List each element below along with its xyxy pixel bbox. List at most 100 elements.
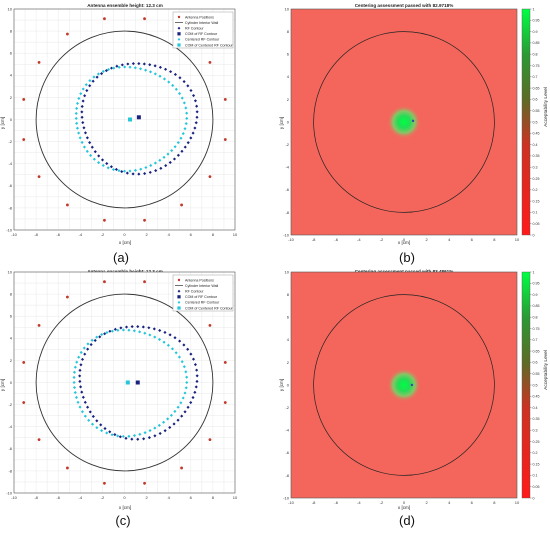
centered-contour-point <box>90 338 94 342</box>
rf-contour-point <box>108 430 112 434</box>
centered-contour-point <box>166 343 170 347</box>
y-tick-label: 10 <box>8 6 13 11</box>
x-tick-label: 4 <box>448 500 451 505</box>
x-tick-label: 8 <box>212 495 215 500</box>
colorbar-tick-label: 0.15 <box>533 462 540 466</box>
legend-antenna-swatch <box>177 278 181 282</box>
antenna-point <box>223 401 227 404</box>
y-tick-label: 6 <box>287 315 290 320</box>
colorbar-tick-label: 0.9 <box>533 293 538 297</box>
panel-a: Antenna ensemble height: 12.3 cm x [cm] … <box>0 3 238 265</box>
plot-frame <box>13 271 236 494</box>
panel-a-ylabel: y [cm] <box>0 117 5 129</box>
x-tick-label: 6 <box>471 237 474 242</box>
y-tick-label: 10 <box>285 269 290 274</box>
x-tick-label: -10 <box>11 495 18 500</box>
antenna-point <box>37 438 41 441</box>
colorbar-tick-label: 0.35 <box>533 417 540 421</box>
y-tick-label: 0 <box>10 380 13 385</box>
antenna-point <box>180 203 183 207</box>
antenna-point <box>66 32 69 36</box>
colorbar-tick-label: 0.15 <box>533 199 540 203</box>
legend-label: Antenna Positions <box>185 15 214 19</box>
x-tick-label: 8 <box>493 237 496 242</box>
x-tick-label: 10 <box>515 500 520 505</box>
y-tick-label: -8 <box>285 473 289 478</box>
centered-contour-point <box>97 161 101 165</box>
y-tick-label: -2 <box>285 142 289 147</box>
y-tick-label: 2 <box>287 360 290 365</box>
y-tick-label: -2 <box>8 402 12 407</box>
rf-contour-point <box>191 357 196 361</box>
centered-contour-point <box>179 401 183 405</box>
rf-contour-point <box>186 141 190 145</box>
panel-a-legend: Antenna Positions Cylinder Interior Wall R… <box>172 11 234 49</box>
rf-contour-point <box>82 126 86 130</box>
antenna-point <box>223 98 227 101</box>
y-tick-label: -8 <box>8 205 12 210</box>
rf-contour-point <box>158 431 162 436</box>
rf-contour-point <box>189 88 193 93</box>
colorbar-tick-label: 0.7 <box>533 75 538 79</box>
x-tick-label: 6 <box>471 500 474 505</box>
y-tick-label: 2 <box>287 97 290 102</box>
centered-contour-point <box>110 329 114 333</box>
colorbar-tick-label: 0.4 <box>533 143 538 147</box>
colorbar-tick-label: 0.2 <box>533 451 538 455</box>
antenna-point <box>143 218 146 222</box>
antenna-point <box>103 17 106 21</box>
rf-contour-point <box>88 84 92 88</box>
panel-b-colorbar-label: Acceptability Level <box>543 87 549 127</box>
panel-b-caption: (b) <box>399 250 415 265</box>
legend-antenna-swatch <box>177 15 181 19</box>
colorbar-tick-label: 0.3 <box>533 429 538 433</box>
x-tick-label: 10 <box>233 232 238 237</box>
centered-contour-point <box>158 158 162 162</box>
x-tick-label: -4 <box>357 500 361 505</box>
centered-contour-point <box>77 355 81 359</box>
x-tick-label: -6 <box>56 495 60 500</box>
rf-contour-point <box>172 422 176 426</box>
x-tick-label: -8 <box>34 232 38 237</box>
colorbar-tick-label: 0.4 <box>533 406 538 410</box>
rf-contour-point <box>153 64 157 68</box>
panel-c: Antenna ensemble height: 12.3 cm x [cm] … <box>0 269 238 528</box>
legend-rf-swatch <box>177 289 181 293</box>
panel-d-colorbar: 0 0.05 0.1 0.15 0.2 0.25 0.3 0.35 0.4 0.45 0.5 0.55… <box>521 270 540 500</box>
rf-contour-point <box>182 343 186 347</box>
centered-contour-point <box>176 141 180 145</box>
centered-contour-point <box>144 165 148 170</box>
y-tick-label: 0 <box>10 117 13 122</box>
antenna-point <box>143 280 146 284</box>
y-tick-label: 0 <box>287 382 290 387</box>
plot-frame <box>290 8 518 236</box>
antenna-point <box>103 218 106 222</box>
panel-b-colorbar: 0 0.05 0.1 0.15 0.2 0.25 0.3 0.35 0.4 0.45 0.5 0.55… <box>521 7 540 237</box>
antenna-point <box>103 280 106 284</box>
y-tick-label: -4 <box>285 428 289 433</box>
colorbar-tick-label: 0.95 <box>533 282 540 286</box>
centered-contour-point <box>143 431 147 435</box>
x-tick-label: 2 <box>425 237 428 242</box>
y-tick-label: -10 <box>283 495 290 500</box>
legend-box <box>172 274 234 312</box>
panel-d: Centering assessment passed with 83.4861… <box>279 269 549 528</box>
y-tick-label: -10 <box>6 227 13 232</box>
centered-contour-point <box>173 145 177 149</box>
rf-contour-point <box>80 115 84 119</box>
centered-contour-point <box>117 65 121 69</box>
antenna-point <box>103 481 106 485</box>
panel-d-title: Centering assessment passed with 83.4861… <box>355 269 454 274</box>
y-tick-label: -8 <box>8 468 12 473</box>
colorbar-tick-label: 0.6 <box>533 361 538 365</box>
rf-contour-point <box>118 435 122 439</box>
rf-contour-point <box>78 368 82 372</box>
panel-c-ylabel: y [cm] <box>0 379 5 391</box>
x-tick-label: 6 <box>190 495 193 500</box>
centered-contour-point <box>162 340 166 344</box>
x-tick-label: -6 <box>334 500 338 505</box>
centered-contour-point <box>184 370 188 374</box>
rf-contour-point <box>148 170 152 174</box>
y-tick-label: 10 <box>285 6 290 11</box>
acceptable-region <box>387 105 421 139</box>
